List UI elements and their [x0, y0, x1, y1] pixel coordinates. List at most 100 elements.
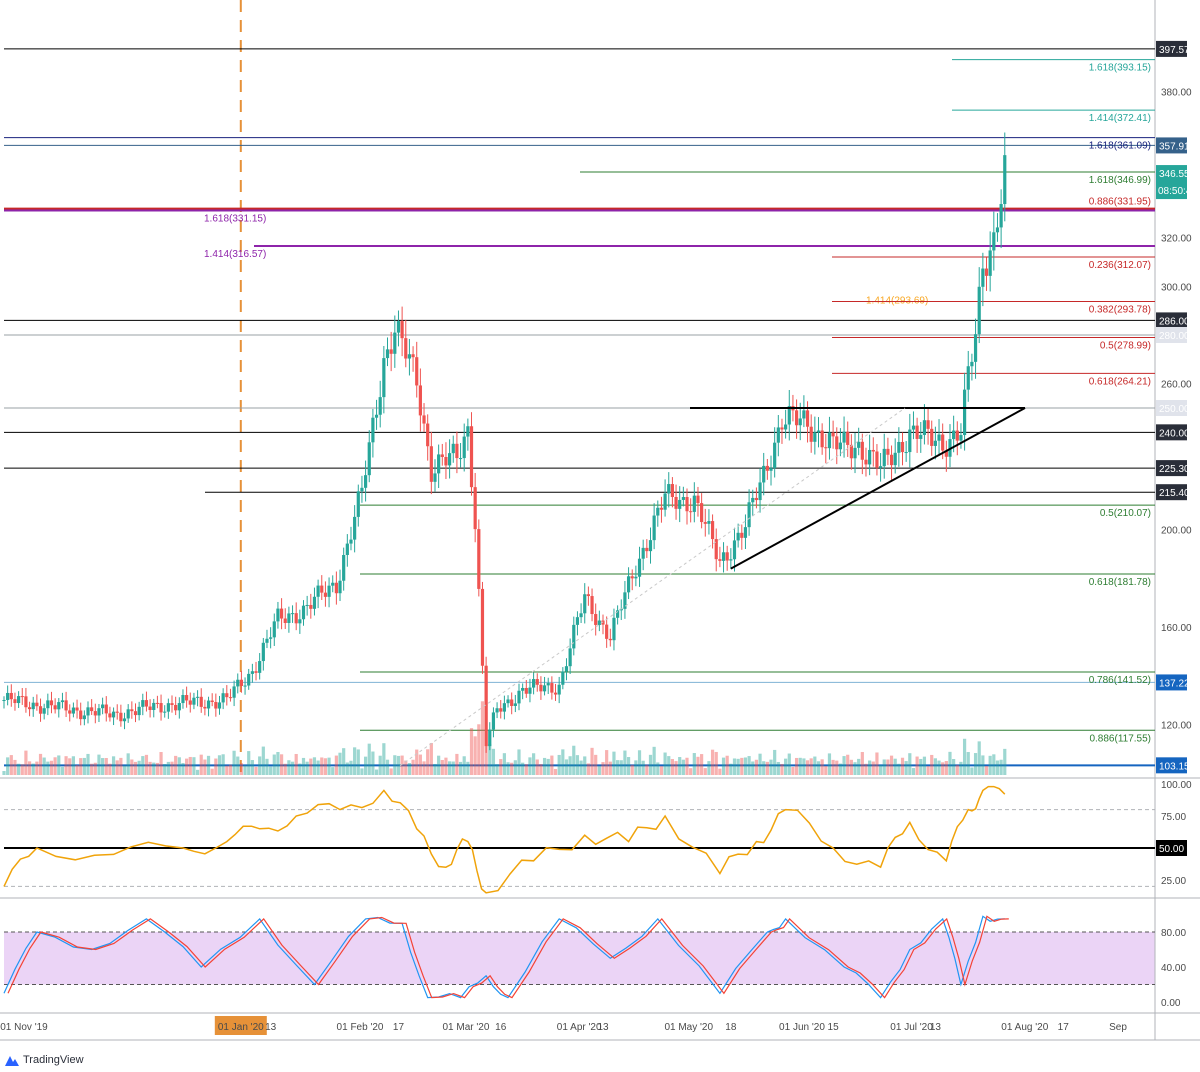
volume-bar	[473, 736, 477, 775]
volume-bar	[31, 763, 35, 775]
tradingview-brand[interactable]: TradingView	[4, 1053, 84, 1067]
candle-body	[725, 552, 729, 561]
candle-body	[820, 430, 824, 448]
candle-body	[681, 497, 685, 500]
candle-body	[703, 522, 707, 524]
volume-bar	[305, 761, 309, 775]
volume-bar	[27, 761, 32, 775]
candle-body	[469, 426, 474, 488]
volume-bar	[630, 764, 634, 775]
rsi-tick-label-2: 25.00	[1161, 876, 1186, 887]
level-badge-7	[1156, 484, 1187, 501]
volume-bar	[195, 769, 200, 775]
candle-body	[440, 454, 444, 457]
candle-body	[499, 708, 503, 712]
candle-body	[889, 454, 894, 466]
volume-bar	[316, 760, 320, 775]
volume-bar	[407, 763, 412, 775]
candle-body	[758, 482, 762, 501]
volume-bar	[846, 754, 850, 775]
volume-bar	[583, 756, 587, 775]
volume-bar	[521, 762, 525, 775]
date-label-4: 17	[393, 1022, 405, 1033]
volume-bar	[170, 761, 174, 775]
volume-bar	[663, 752, 667, 775]
volume-bar	[349, 760, 353, 775]
candle-body	[736, 532, 740, 541]
volume-bar	[999, 759, 1003, 775]
volume-bar	[937, 760, 941, 775]
candle-body	[747, 502, 751, 528]
level-badge-5	[1156, 424, 1187, 441]
candle-body	[444, 456, 448, 466]
volume-bar	[816, 761, 821, 775]
candle-body	[418, 385, 422, 416]
volume-bar	[137, 760, 141, 775]
volume-bar	[762, 761, 766, 775]
volume-bar	[327, 757, 331, 775]
candle-body	[371, 417, 375, 443]
volume-bar	[590, 747, 594, 775]
candle-body	[269, 637, 273, 639]
candle-body	[583, 594, 587, 614]
date-label-0: 01 Nov '19	[0, 1022, 48, 1033]
candle-body	[714, 539, 718, 560]
candle-body	[966, 366, 970, 390]
volume-bar	[159, 752, 163, 775]
candle-body	[630, 576, 634, 579]
candle-body	[374, 414, 379, 418]
candle-body	[334, 582, 338, 594]
volume-bar	[751, 761, 755, 775]
volume-bar	[670, 759, 674, 775]
candle-body	[922, 420, 927, 435]
candle-body	[908, 429, 912, 453]
volume-bar	[765, 761, 769, 775]
candle-body	[608, 638, 612, 641]
candle-body	[353, 516, 357, 540]
volume-bar	[455, 753, 459, 775]
volume-bar	[57, 755, 61, 775]
candle-body	[506, 699, 510, 704]
volume-bar	[524, 764, 528, 775]
volume-bar	[966, 752, 970, 775]
candle-body	[732, 540, 737, 560]
volume-bar	[900, 757, 905, 775]
candle-body	[831, 432, 835, 437]
volume-bar	[882, 759, 886, 775]
candle-body	[919, 434, 923, 439]
candle-body	[550, 683, 554, 693]
candle-body	[557, 684, 561, 695]
volume-bar	[535, 759, 539, 775]
volume-bar	[977, 741, 981, 775]
volume-bar	[356, 749, 360, 775]
volume-bar	[433, 763, 437, 775]
date-label-3: 01 Feb '20	[337, 1022, 384, 1033]
candle-body	[652, 515, 656, 541]
candle-body	[126, 709, 130, 719]
volume-bar	[886, 759, 890, 775]
volume-bar	[79, 758, 83, 775]
candle-body	[411, 354, 415, 358]
candle-body	[188, 700, 192, 705]
rsi-panel: 50.00 100.00 75.00 25.00	[3, 780, 1192, 894]
grid	[0, 0, 1200, 1041]
date-label-17: Sep	[1109, 1022, 1127, 1033]
date-label-2: 13	[265, 1022, 277, 1033]
volume-bar	[254, 766, 258, 775]
level-badge-0	[1156, 40, 1187, 57]
volume-bar	[988, 755, 992, 775]
candle-body	[342, 554, 346, 581]
candle-body	[122, 718, 127, 722]
stoch-tick-label-0: 80.00	[1161, 928, 1186, 939]
candle-body	[448, 453, 452, 466]
candle-body	[981, 268, 985, 287]
volume-bar	[696, 756, 700, 775]
candle-body	[90, 707, 94, 712]
candle-body	[882, 448, 886, 467]
candle-body	[144, 700, 149, 707]
volume-bar	[491, 748, 496, 775]
candle-body	[532, 679, 536, 688]
candle-body	[108, 713, 112, 718]
